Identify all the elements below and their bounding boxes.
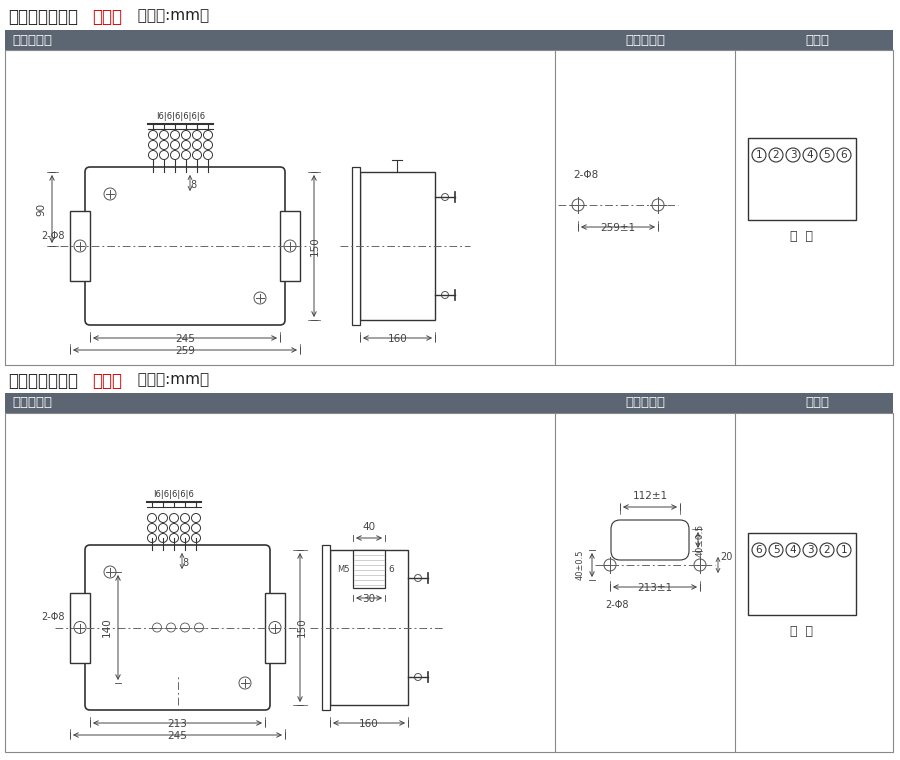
Text: 259±1: 259±1 xyxy=(600,223,635,233)
Text: 2: 2 xyxy=(824,545,831,555)
Text: 5: 5 xyxy=(773,545,779,555)
Text: 6: 6 xyxy=(388,565,394,574)
Text: 40±0.5: 40±0.5 xyxy=(576,549,585,580)
Text: 后接线: 后接线 xyxy=(92,372,122,390)
Text: 160: 160 xyxy=(388,334,408,344)
Text: （单位:mm）: （单位:mm） xyxy=(128,8,209,23)
Text: 单相过流凸出式: 单相过流凸出式 xyxy=(8,8,78,26)
Text: 端子图: 端子图 xyxy=(805,397,829,410)
Bar xyxy=(70,211,90,281)
Text: 1: 1 xyxy=(756,150,762,160)
Text: 150: 150 xyxy=(310,236,320,256)
Bar xyxy=(280,211,300,281)
Text: M5: M5 xyxy=(338,565,350,574)
Bar xyxy=(5,50,893,365)
Bar xyxy=(352,167,360,325)
Bar xyxy=(330,550,408,705)
FancyBboxPatch shape xyxy=(611,520,689,560)
Text: 245: 245 xyxy=(176,334,195,344)
Bar xyxy=(70,593,90,663)
Text: 90: 90 xyxy=(36,202,46,216)
Text: 6: 6 xyxy=(756,545,762,555)
Text: 8: 8 xyxy=(190,180,196,190)
Text: I6|6|6|6|6|6: I6|6|6|6|6|6 xyxy=(156,112,205,121)
Text: 213±1: 213±1 xyxy=(637,583,672,593)
Bar xyxy=(360,172,435,320)
Text: 外形尺寸图: 外形尺寸图 xyxy=(12,397,52,410)
Text: 端子图: 端子图 xyxy=(805,33,829,46)
Text: 40: 40 xyxy=(363,522,375,532)
Text: 安装开孔图: 安装开孔图 xyxy=(625,33,665,46)
Bar xyxy=(748,138,856,220)
Text: 2-Φ8: 2-Φ8 xyxy=(605,600,628,610)
Text: 40±0.5: 40±0.5 xyxy=(696,524,705,556)
Text: 160: 160 xyxy=(359,719,379,729)
Text: 6: 6 xyxy=(841,150,847,160)
Text: 单相过流凸出式: 单相过流凸出式 xyxy=(8,372,78,390)
Text: I6|6|6|6|6: I6|6|6|6|6 xyxy=(154,490,194,499)
Text: 5: 5 xyxy=(824,150,831,160)
Text: 30: 30 xyxy=(363,594,375,604)
Bar xyxy=(322,545,330,710)
Text: （单位:mm）: （单位:mm） xyxy=(128,372,209,387)
Text: 外形尺寸图: 外形尺寸图 xyxy=(12,33,52,46)
Text: 20: 20 xyxy=(720,552,733,562)
Text: 2-Φ8: 2-Φ8 xyxy=(41,613,65,622)
Text: 前接线: 前接线 xyxy=(92,8,122,26)
Text: 2: 2 xyxy=(773,150,779,160)
Bar xyxy=(748,533,856,615)
Text: 3: 3 xyxy=(789,150,796,160)
Text: 245: 245 xyxy=(167,731,187,741)
Bar xyxy=(265,593,285,663)
Bar xyxy=(5,413,893,752)
Text: 安装开孔图: 安装开孔图 xyxy=(625,397,665,410)
FancyBboxPatch shape xyxy=(85,167,285,325)
Text: 1: 1 xyxy=(841,545,847,555)
Text: 2-Φ8: 2-Φ8 xyxy=(573,170,598,180)
FancyBboxPatch shape xyxy=(85,545,270,710)
Text: 2-Φ8: 2-Φ8 xyxy=(41,231,65,241)
Bar xyxy=(5,393,893,413)
Text: 259: 259 xyxy=(176,346,195,356)
Text: 8: 8 xyxy=(182,558,188,568)
Text: 4: 4 xyxy=(806,150,814,160)
Text: 前  视: 前 视 xyxy=(790,230,814,243)
Bar xyxy=(353,550,385,588)
Text: 150: 150 xyxy=(297,618,307,638)
Text: 112±1: 112±1 xyxy=(633,491,668,501)
Text: 140: 140 xyxy=(102,618,112,638)
Bar xyxy=(5,30,893,50)
Text: 背  视: 背 视 xyxy=(790,625,814,638)
Text: 3: 3 xyxy=(806,545,814,555)
Text: 4: 4 xyxy=(789,545,796,555)
Text: 213: 213 xyxy=(167,719,187,729)
